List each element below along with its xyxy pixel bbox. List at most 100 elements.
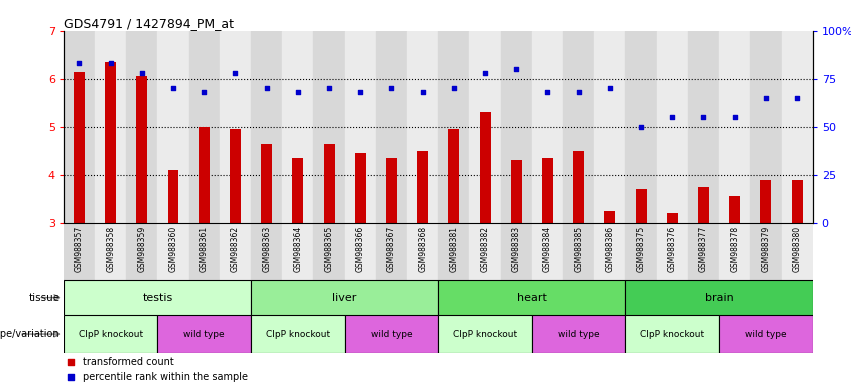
Bar <box>230 129 241 223</box>
Bar <box>220 223 251 280</box>
Bar <box>625 223 657 280</box>
Bar <box>688 31 719 223</box>
Text: GDS4791 / 1427894_PM_at: GDS4791 / 1427894_PM_at <box>64 17 234 30</box>
Bar <box>698 187 709 223</box>
Text: GSM988357: GSM988357 <box>75 225 84 272</box>
Bar <box>719 223 751 280</box>
Point <box>665 114 679 120</box>
Bar <box>157 223 189 280</box>
Point <box>260 85 273 91</box>
Point <box>65 359 78 365</box>
Bar <box>625 280 813 315</box>
Bar <box>500 31 532 223</box>
Text: GSM988385: GSM988385 <box>574 225 583 272</box>
Bar <box>532 315 625 353</box>
Bar <box>657 223 688 280</box>
Bar <box>407 223 438 280</box>
Text: GSM988375: GSM988375 <box>637 225 646 272</box>
Text: testis: testis <box>142 293 173 303</box>
Text: GSM988381: GSM988381 <box>449 225 459 271</box>
Bar <box>417 151 428 223</box>
Bar <box>438 31 470 223</box>
Bar <box>95 223 126 280</box>
Text: liver: liver <box>333 293 357 303</box>
Bar <box>345 31 376 223</box>
Text: GSM988362: GSM988362 <box>231 225 240 272</box>
Bar <box>168 170 179 223</box>
Bar <box>438 280 625 315</box>
Bar <box>719 315 813 353</box>
Bar <box>781 31 813 223</box>
Bar <box>376 31 407 223</box>
Bar <box>157 315 251 353</box>
Text: heart: heart <box>517 293 547 303</box>
Point <box>697 114 711 120</box>
Point <box>104 60 117 66</box>
Text: GSM988366: GSM988366 <box>356 225 365 272</box>
Bar <box>688 223 719 280</box>
Bar <box>480 113 490 223</box>
Point <box>540 89 554 95</box>
Bar <box>470 223 500 280</box>
Text: transformed count: transformed count <box>83 357 174 367</box>
Text: wild type: wild type <box>184 329 225 339</box>
Text: ClpP knockout: ClpP knockout <box>453 329 517 339</box>
Bar <box>126 223 157 280</box>
Bar <box>511 161 522 223</box>
Point <box>229 70 243 76</box>
Point <box>510 66 523 72</box>
Point <box>603 85 617 91</box>
Bar <box>532 223 563 280</box>
Point <box>478 70 492 76</box>
Bar <box>313 31 345 223</box>
Bar <box>136 76 147 223</box>
Point <box>323 85 336 91</box>
Bar <box>189 31 220 223</box>
Bar <box>667 213 677 223</box>
Bar <box>64 223 95 280</box>
Text: GSM988384: GSM988384 <box>543 225 552 272</box>
Bar <box>532 31 563 223</box>
Bar <box>438 315 532 353</box>
Text: ClpP knockout: ClpP knockout <box>78 329 143 339</box>
Text: GSM988367: GSM988367 <box>387 225 396 272</box>
Text: GSM988359: GSM988359 <box>137 225 146 272</box>
Bar <box>761 180 771 223</box>
Bar <box>95 31 126 223</box>
Point <box>353 89 367 95</box>
Point <box>728 114 741 120</box>
Bar <box>251 280 438 315</box>
Bar <box>604 211 615 223</box>
Bar <box>251 31 283 223</box>
Bar <box>106 62 116 223</box>
Point <box>791 95 804 101</box>
Bar <box>74 71 85 223</box>
Text: GSM988364: GSM988364 <box>294 225 302 272</box>
Bar <box>251 223 283 280</box>
Text: ClpP knockout: ClpP knockout <box>640 329 705 339</box>
Bar <box>376 223 407 280</box>
Bar <box>563 31 594 223</box>
Bar <box>283 223 313 280</box>
Bar <box>199 127 209 223</box>
Bar <box>563 223 594 280</box>
Bar <box>189 223 220 280</box>
Text: percentile rank within the sample: percentile rank within the sample <box>83 372 248 382</box>
Point <box>197 89 211 95</box>
Bar <box>323 144 334 223</box>
Bar <box>719 31 751 223</box>
Bar <box>220 31 251 223</box>
Bar <box>542 158 553 223</box>
Text: wild type: wild type <box>371 329 412 339</box>
Bar <box>500 223 532 280</box>
Bar <box>657 31 688 223</box>
Bar <box>625 315 719 353</box>
Bar <box>781 223 813 280</box>
Text: GSM988378: GSM988378 <box>730 225 740 272</box>
Bar <box>64 280 251 315</box>
Text: GSM988379: GSM988379 <box>762 225 770 272</box>
Bar <box>594 31 625 223</box>
Text: GSM988360: GSM988360 <box>168 225 178 272</box>
Text: GSM988376: GSM988376 <box>668 225 677 272</box>
Text: GSM988386: GSM988386 <box>605 225 614 272</box>
